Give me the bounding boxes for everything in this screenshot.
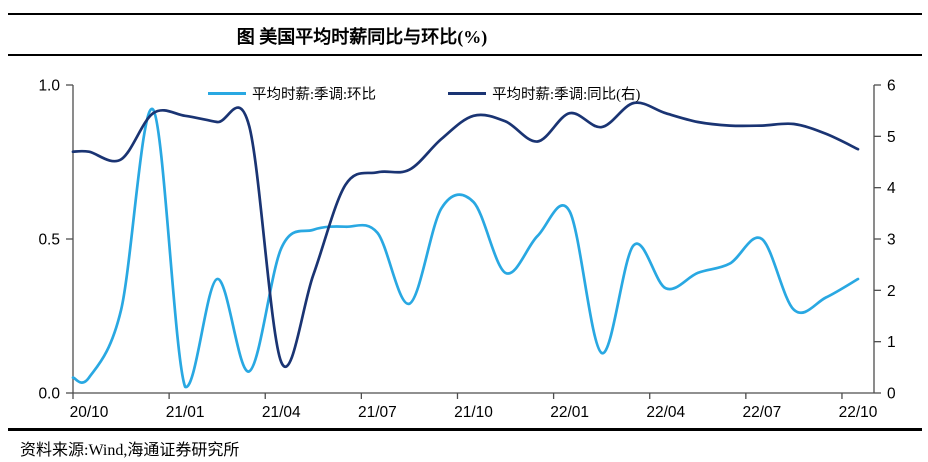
y-axis-right-label: 3	[887, 232, 896, 249]
x-axis-label: 20/10	[70, 404, 109, 421]
legend-item-yoy: 平均时薪:季调:同比(右)	[448, 83, 640, 104]
x-axis-label: 22/01	[550, 404, 589, 421]
divider-bottom	[8, 428, 922, 431]
divider-under-title	[8, 54, 922, 56]
chart-title: 图 美国平均时薪同比与环比(%)	[236, 27, 488, 47]
divider-top	[8, 13, 922, 15]
x-axis-label: 22/10	[839, 404, 878, 421]
x-axis-label: 22/07	[742, 404, 781, 421]
legend-label-yoy: 平均时薪:季调:同比(右)	[492, 87, 641, 103]
x-axis-label: 21/07	[358, 404, 397, 421]
legend-label-mom: 平均时薪:季调:环比	[252, 87, 377, 103]
y-axis-right-label: 2	[887, 283, 896, 300]
y-axis-right-label: 6	[887, 78, 896, 95]
x-axis-label: 21/04	[262, 404, 301, 421]
x-axis-label: 21/01	[166, 404, 205, 421]
source-note: 资料来源:Wind,海通证券研究所	[20, 442, 240, 459]
y-axis-left-label: 1.0	[38, 78, 60, 95]
y-axis-right-label: 0	[887, 386, 896, 403]
y-axis-right-label: 5	[887, 129, 896, 146]
y-axis-right-label: 4	[887, 180, 896, 197]
x-axis-label: 22/04	[646, 404, 685, 421]
chart-legend: 平均时薪:季调:环比 平均时薪:季调:同比(右)	[208, 83, 640, 104]
legend-line-mom	[208, 92, 246, 95]
legend-line-yoy	[448, 92, 487, 95]
y-axis-right-label: 1	[887, 334, 896, 351]
y-axis-left-label: 0.5	[38, 232, 60, 249]
x-axis-label: 21/10	[454, 404, 493, 421]
series-line-mom	[71, 107, 860, 389]
legend-item-mom: 平均时薪:季调:环比	[208, 83, 376, 104]
y-axis-left-label: 0.0	[38, 386, 60, 403]
series-line-yoy	[71, 101, 860, 368]
